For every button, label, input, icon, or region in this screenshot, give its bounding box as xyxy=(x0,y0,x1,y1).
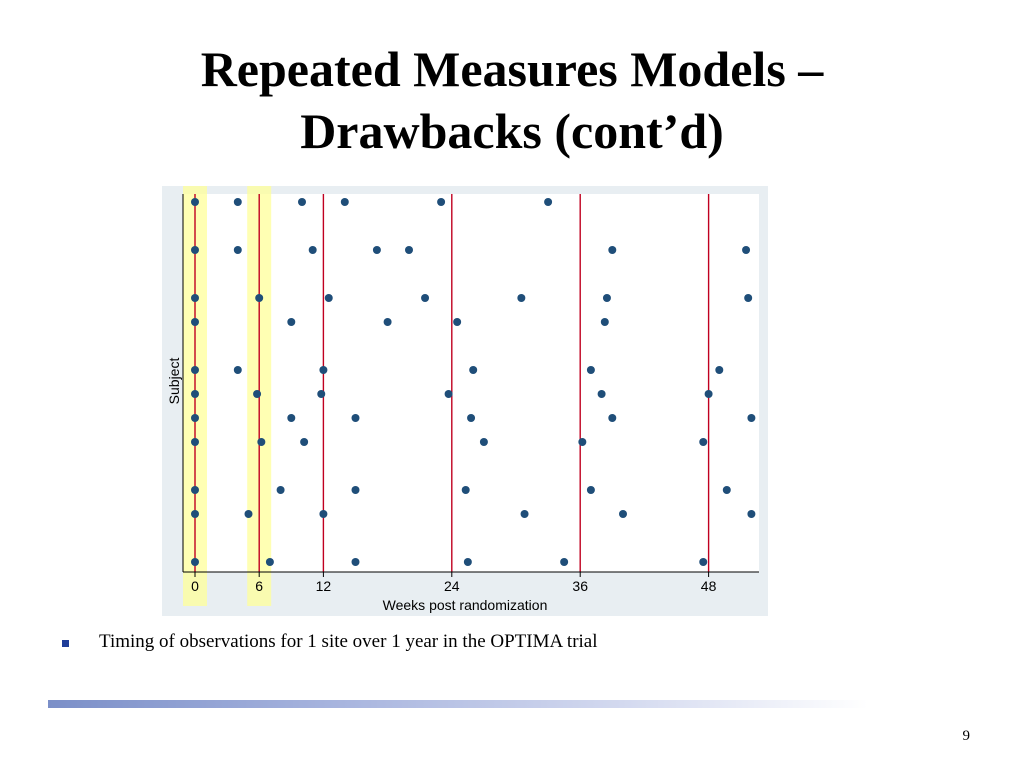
data-point xyxy=(453,318,462,326)
slide-title-line1: Repeated Measures Models – xyxy=(200,41,824,97)
data-point xyxy=(479,438,488,446)
data-point xyxy=(699,438,708,446)
data-point xyxy=(191,414,199,422)
data-point xyxy=(463,558,472,566)
data-point xyxy=(191,510,199,518)
data-point xyxy=(704,390,713,398)
scatter-plot-svg: 0 6 12 24 36 48 Weeks post randomization Subj… xyxy=(162,186,768,616)
data-point xyxy=(255,294,264,302)
data-point xyxy=(586,366,595,374)
data-point xyxy=(351,414,360,422)
data-point xyxy=(298,198,306,206)
footer-gradient-bar xyxy=(48,700,868,708)
data-point xyxy=(747,414,756,422)
data-point xyxy=(715,366,724,374)
data-point xyxy=(742,246,751,254)
x-tick-label: 24 xyxy=(444,578,460,594)
data-point xyxy=(257,438,266,446)
data-point xyxy=(351,558,360,566)
data-point xyxy=(191,438,199,446)
data-point xyxy=(608,246,617,254)
data-point xyxy=(308,246,317,254)
data-point xyxy=(319,510,328,518)
data-point xyxy=(265,558,274,566)
data-point xyxy=(578,438,587,446)
data-point xyxy=(191,294,199,302)
x-axis-label: Weeks post randomization xyxy=(383,597,548,613)
data-point xyxy=(722,486,731,494)
data-point xyxy=(191,486,199,494)
data-point xyxy=(544,198,553,206)
data-point xyxy=(517,294,526,302)
x-tick-label: 6 xyxy=(255,578,263,594)
data-point xyxy=(608,414,617,422)
slide-title: Repeated Measures Models – Drawbacks (co… xyxy=(0,38,1024,162)
data-point xyxy=(233,366,242,374)
observation-timing-chart: 0 6 12 24 36 48 Weeks post randomization Subj… xyxy=(162,186,768,616)
x-tick-label: 12 xyxy=(316,578,332,594)
slide-title-line2: Drawbacks (cont’d) xyxy=(300,103,724,159)
data-point xyxy=(600,318,609,326)
x-tick-label: 0 xyxy=(191,578,199,594)
data-point xyxy=(444,390,453,398)
data-point xyxy=(437,198,446,206)
data-point xyxy=(324,294,333,302)
data-point xyxy=(300,438,309,446)
bullet-text: Timing of observations for 1 site over 1… xyxy=(99,631,598,652)
data-point xyxy=(747,510,756,518)
y-axis-label: Subject xyxy=(166,358,182,405)
data-point xyxy=(372,246,381,254)
data-point xyxy=(317,390,326,398)
x-tick-label: 48 xyxy=(701,578,717,594)
data-point xyxy=(287,318,296,326)
data-point xyxy=(586,486,595,494)
data-point xyxy=(469,366,478,374)
data-point xyxy=(191,558,199,566)
data-point xyxy=(191,390,199,398)
data-point xyxy=(287,414,296,422)
data-point xyxy=(461,486,470,494)
data-point xyxy=(405,246,413,254)
data-point xyxy=(467,414,476,422)
data-point xyxy=(619,510,627,518)
data-point xyxy=(319,366,328,374)
x-tick-label: 36 xyxy=(572,578,588,594)
data-point xyxy=(520,510,529,518)
data-point xyxy=(744,294,753,302)
data-point xyxy=(191,198,199,206)
data-point xyxy=(191,366,199,374)
data-point xyxy=(560,558,569,566)
data-point xyxy=(383,318,392,326)
data-point xyxy=(191,318,199,326)
data-point xyxy=(340,198,349,206)
data-point xyxy=(233,246,242,254)
data-point xyxy=(351,486,360,494)
data-point xyxy=(253,390,262,398)
data-point xyxy=(191,246,199,254)
square-bullet-icon xyxy=(62,639,69,647)
data-point xyxy=(421,294,430,302)
data-point xyxy=(244,510,253,518)
data-point xyxy=(597,390,606,398)
data-point xyxy=(602,294,611,302)
data-point xyxy=(699,558,708,566)
plot-region xyxy=(183,194,759,572)
data-point xyxy=(233,198,242,206)
page-number: 9 xyxy=(962,728,971,744)
data-point xyxy=(276,486,285,494)
bullet-item: Timing of observations for 1 site over 1… xyxy=(62,630,598,654)
